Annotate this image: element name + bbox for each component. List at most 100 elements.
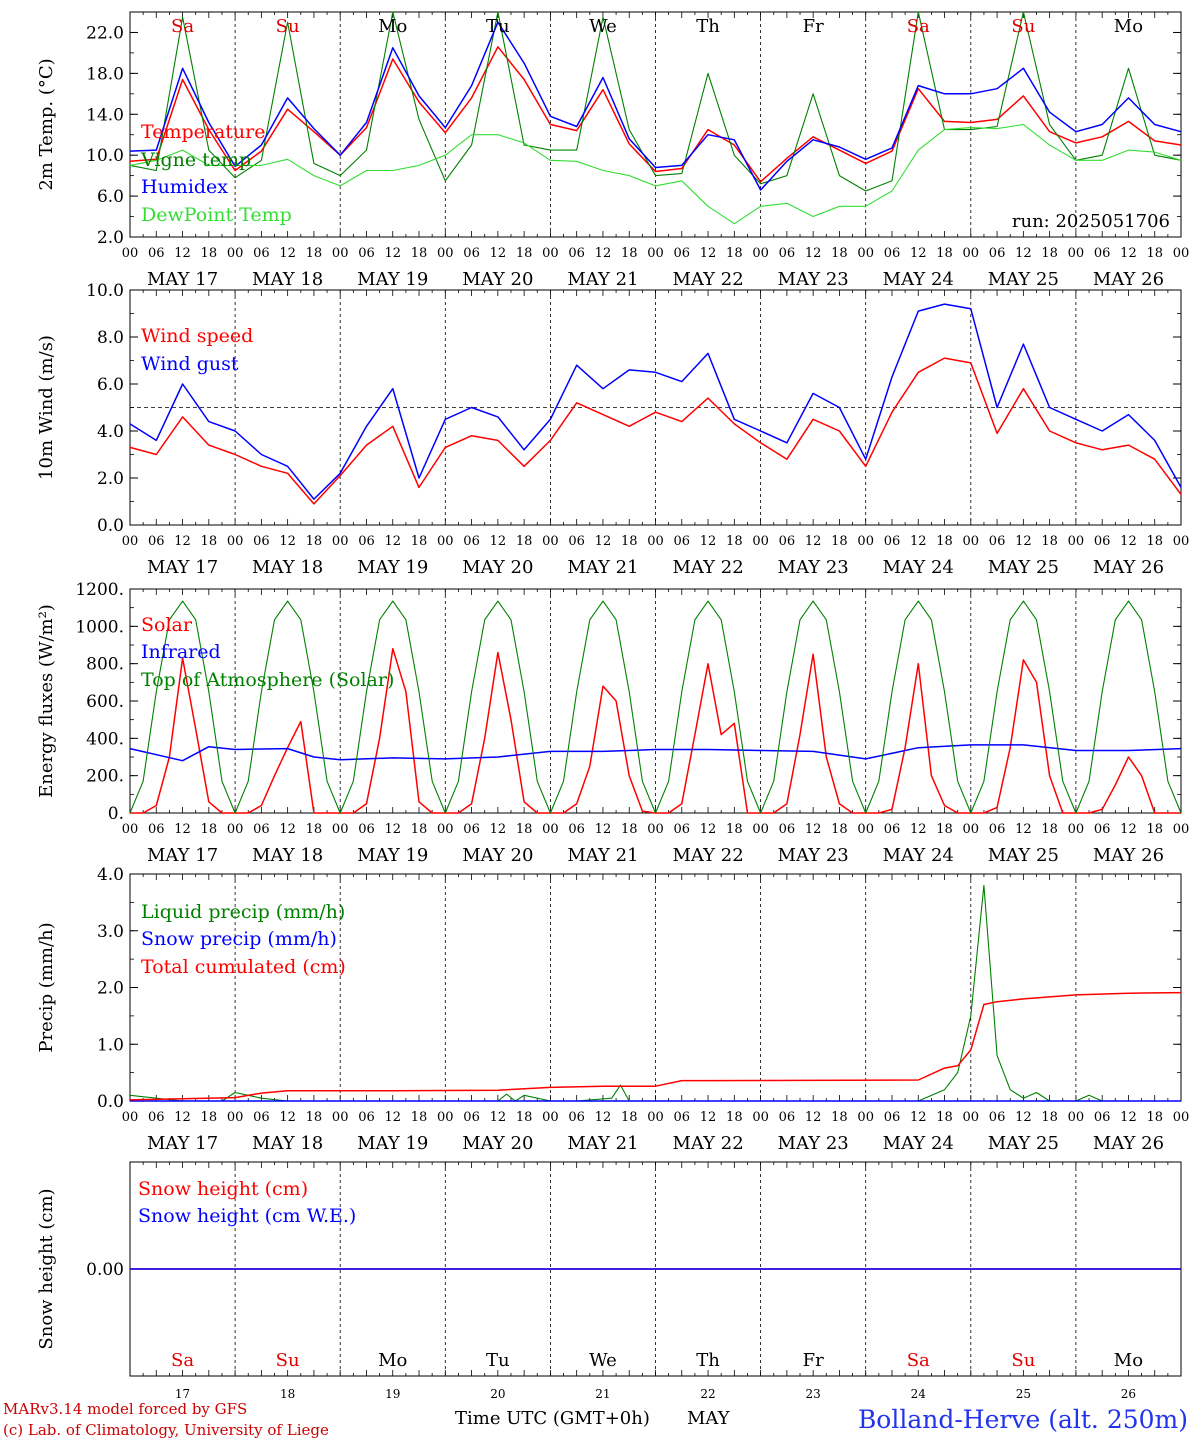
time-axis-label: Time UTC (GMT+0h) (455, 1408, 650, 1429)
date-label: MAY 26 (1093, 557, 1164, 578)
hour-tick-label: 00 (332, 534, 349, 549)
y-tick-label: 0.0 (97, 1092, 124, 1112)
hour-tick-label: 06 (1094, 246, 1111, 261)
y-tick-label: 6.0 (97, 375, 124, 395)
hour-tick-label: 18 (306, 1110, 323, 1125)
date-label: MAY 18 (252, 269, 323, 290)
hour-tick-label: 00 (752, 534, 769, 549)
hour-tick-label: 06 (463, 246, 480, 261)
panel-5: 0.00 Snow height (cm) Snow height (cm) Snow… (36, 1161, 1182, 1401)
day-number-label: 19 (385, 1387, 400, 1401)
hour-tick-label: 12 (595, 822, 612, 837)
date-label: MAY 18 (252, 1133, 323, 1154)
y-tick-label: 4.0 (97, 865, 124, 885)
date-label: MAY 20 (462, 845, 533, 866)
hour-tick-label: 18 (1041, 822, 1058, 837)
hour-tick-label: 00 (1068, 246, 1085, 261)
day-number-label: 18 (280, 1387, 295, 1401)
y-axis-label: Energy fluxes (W/m²) (36, 604, 57, 798)
date-label: MAY 20 (462, 557, 533, 578)
series-line-wind-gust (129, 303, 1182, 500)
weekday-label: Mo (1114, 1350, 1143, 1371)
panel-2: 0.0 2.0 4.0 6.0 8.0 10.0 10m Wind (m/s) Wind sp… (36, 281, 1189, 578)
date-label: MAY 18 (252, 557, 323, 578)
legend-entry: Solar (141, 614, 193, 636)
hour-tick-label: 00 (437, 822, 454, 837)
y-tick-label: 8.0 (97, 328, 124, 348)
y-tick-label: 18.0 (86, 64, 124, 84)
hour-tick-label: 12 (490, 822, 507, 837)
date-label: MAY 26 (1093, 269, 1164, 290)
date-label: MAY 22 (672, 557, 743, 578)
legend-entry: Temperature (141, 121, 265, 143)
hour-tick-label: 18 (936, 534, 953, 549)
hour-tick-label: 06 (1094, 822, 1111, 837)
hour-tick-label: 18 (201, 1110, 218, 1125)
hour-tick-label: 18 (936, 246, 953, 261)
y-tick-label: 200. (86, 767, 124, 787)
hour-tick-label: 18 (1146, 822, 1163, 837)
legend-entry: DewPoint Temp (141, 204, 292, 226)
hour-tick-label: 18 (726, 1110, 743, 1125)
hour-tick-label: 18 (621, 534, 638, 549)
hour-tick-label: 18 (1146, 534, 1163, 549)
hour-tick-label: 18 (726, 534, 743, 549)
hour-tick-label: 00 (542, 1110, 559, 1125)
hour-tick-label: 06 (884, 534, 901, 549)
hour-tick-label: 00 (542, 246, 559, 261)
legend-entry: Wind speed (141, 325, 253, 347)
date-label: MAY 24 (883, 269, 954, 290)
credit-lab: (c) Lab. of Climatology, University of L… (3, 1421, 329, 1439)
hour-tick-label: 12 (910, 246, 927, 261)
weekday-label: Sa (907, 1350, 930, 1371)
hour-tick-label: 00 (227, 822, 244, 837)
series-line-vigne-temp (129, 11, 1182, 192)
weekday-label: We (589, 1350, 617, 1371)
hour-tick-label: 00 (752, 246, 769, 261)
hour-tick-label: 06 (674, 1110, 691, 1125)
hour-tick-label: 06 (779, 534, 796, 549)
hour-tick-label: 18 (831, 246, 848, 261)
date-label: MAY 21 (567, 845, 638, 866)
weekday-label: Sa (171, 16, 194, 37)
hour-tick-label: 00 (1068, 1110, 1085, 1125)
hour-tick-label: 12 (595, 534, 612, 549)
date-label: MAY 23 (778, 269, 849, 290)
hour-tick-label: 06 (463, 534, 480, 549)
hour-tick-label: 18 (411, 822, 428, 837)
hour-tick-label: 00 (227, 1110, 244, 1125)
hour-tick-label: 00 (752, 1110, 769, 1125)
hour-tick-label: 12 (700, 534, 717, 549)
hour-tick-label: 06 (568, 1110, 585, 1125)
date-label: MAY 18 (252, 845, 323, 866)
hour-tick-label: 12 (174, 246, 191, 261)
weekday-label: Sa (171, 1350, 194, 1371)
legend-entry: Snow precip (mm/h) (141, 928, 337, 950)
date-label: MAY 17 (147, 845, 218, 866)
hour-tick-label: 00 (857, 822, 874, 837)
hour-tick-label: 12 (384, 1110, 401, 1125)
day-number-label: 24 (911, 1387, 927, 1401)
month-label: MAY (687, 1408, 731, 1429)
hour-tick-label: 06 (674, 246, 691, 261)
legend-entry: Infrared (141, 641, 221, 663)
hour-tick-label: 06 (989, 822, 1006, 837)
hour-tick-label: 12 (595, 1110, 612, 1125)
hour-tick-label: 06 (884, 246, 901, 261)
hour-tick-label: 18 (306, 822, 323, 837)
date-label: MAY 22 (672, 845, 743, 866)
y-axis-label: 2m Temp. (°C) (36, 58, 57, 190)
y-tick-label: 14.0 (86, 105, 124, 125)
y-tick-label: 3.0 (97, 922, 124, 942)
hour-tick-label: 12 (1120, 1110, 1137, 1125)
legend-entry: Humidex (141, 176, 228, 198)
weekday-label: Sa (907, 16, 930, 37)
hour-tick-label: 06 (568, 534, 585, 549)
hour-tick-label: 12 (490, 1110, 507, 1125)
hour-tick-label: 00 (1173, 534, 1190, 549)
panel-4: 0.0 1.0 2.0 3.0 4.0 Precip (mm/h) Liquid preci… (36, 865, 1189, 1154)
y-tick-label: 22.0 (86, 23, 124, 43)
panel-3: 0. 200. 400. 600. 800. 1000. 1200. Energy fluxe… (36, 580, 1189, 866)
weekday-label: Tu (486, 16, 510, 37)
hour-tick-label: 12 (1120, 822, 1137, 837)
